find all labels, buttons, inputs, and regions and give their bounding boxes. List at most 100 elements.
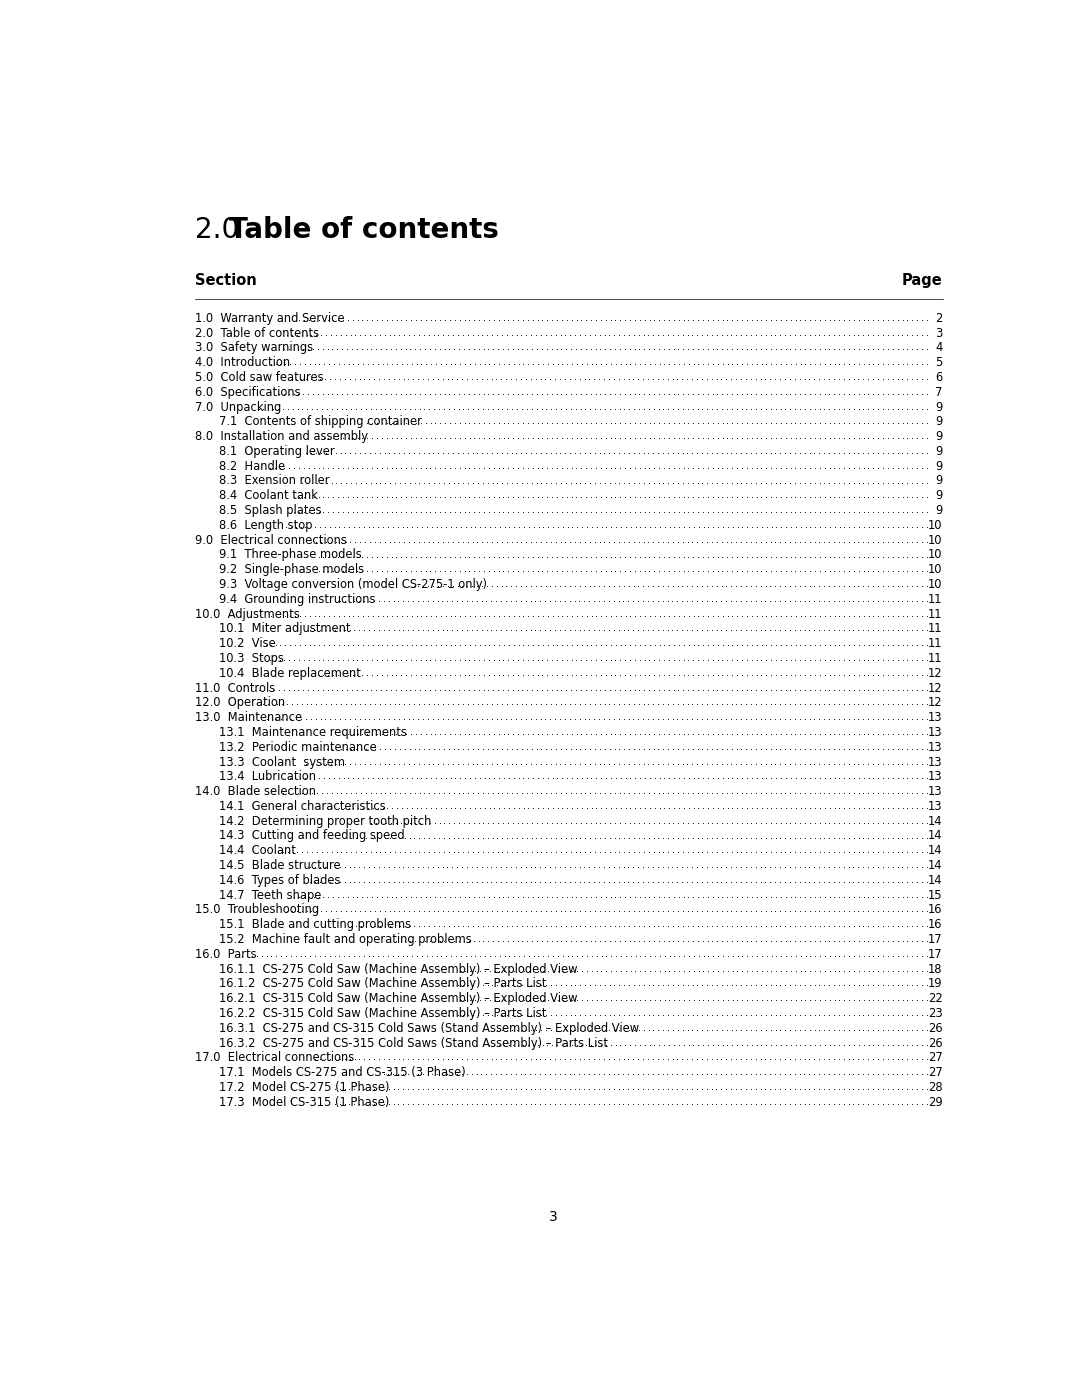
Text: 13: 13 xyxy=(928,726,943,739)
Text: 19: 19 xyxy=(928,978,943,990)
Text: 16.2.2  CS-315 Cold Saw (Machine Assembly) – Parts List: 16.2.2 CS-315 Cold Saw (Machine Assembly… xyxy=(218,1007,550,1020)
Text: 16.1.2  CS-275 Cold Saw (Machine Assembly) – Parts List: 16.1.2 CS-275 Cold Saw (Machine Assembly… xyxy=(218,978,550,990)
Text: 12: 12 xyxy=(928,696,943,710)
Text: 14.6  Types of blades: 14.6 Types of blades xyxy=(218,875,343,887)
Text: 14: 14 xyxy=(928,859,943,872)
Text: 17.1  Models CS-275 and CS-315 (3 Phase): 17.1 Models CS-275 and CS-315 (3 Phase) xyxy=(218,1066,465,1078)
Text: 15.0  Troubleshooting: 15.0 Troubleshooting xyxy=(195,904,323,916)
Text: 11.0  Controls: 11.0 Controls xyxy=(195,682,275,694)
Text: 17.0  Electrical connections: 17.0 Electrical connections xyxy=(195,1052,359,1065)
Text: 9: 9 xyxy=(935,430,943,443)
Text: 3.0  Safety warnings: 3.0 Safety warnings xyxy=(195,341,313,355)
Text: 11: 11 xyxy=(928,652,943,665)
Text: 12: 12 xyxy=(928,666,943,680)
Text: 1.0  Warranty and Service: 1.0 Warranty and Service xyxy=(195,312,345,324)
Text: 22: 22 xyxy=(928,992,943,1006)
Text: 17.2  Model CS-275 (1 Phase): 17.2 Model CS-275 (1 Phase) xyxy=(218,1081,389,1094)
Text: 10.4  Blade replacement: 10.4 Blade replacement xyxy=(218,666,364,680)
Text: 16.1.1  CS-275 Cold Saw (Machine Assembly) – Exploded View: 16.1.1 CS-275 Cold Saw (Machine Assembly… xyxy=(218,963,581,975)
Text: 14: 14 xyxy=(928,814,943,827)
Text: 8.1  Operating lever: 8.1 Operating lever xyxy=(218,444,338,458)
Text: 7: 7 xyxy=(935,386,943,398)
Text: 16.0  Parts: 16.0 Parts xyxy=(195,947,257,961)
Text: 13.3  Coolant  system: 13.3 Coolant system xyxy=(218,756,345,768)
Text: 13: 13 xyxy=(928,800,943,813)
Text: 13: 13 xyxy=(928,785,943,798)
Text: 13: 13 xyxy=(928,711,943,724)
Text: 16.3.1  CS-275 and CS-315 Cold Saws (Stand Assembly) – Exploded View: 16.3.1 CS-275 and CS-315 Cold Saws (Stan… xyxy=(218,1021,639,1035)
Text: 16.3.2  CS-275 and CS-315 Cold Saws (Stand Assembly) – Parts List: 16.3.2 CS-275 and CS-315 Cold Saws (Stan… xyxy=(218,1037,611,1049)
Text: 14: 14 xyxy=(928,844,943,858)
Text: 29: 29 xyxy=(928,1095,943,1109)
Text: 27: 27 xyxy=(928,1066,943,1078)
Text: 8.3  Exension roller: 8.3 Exension roller xyxy=(218,475,329,488)
Text: 10: 10 xyxy=(928,578,943,591)
Text: 23: 23 xyxy=(928,1007,943,1020)
Text: 17.3  Model CS-315 (1 Phase): 17.3 Model CS-315 (1 Phase) xyxy=(218,1095,389,1109)
Text: 18: 18 xyxy=(928,963,943,975)
Text: 8.4  Coolant tank: 8.4 Coolant tank xyxy=(218,489,321,503)
Text: 9: 9 xyxy=(935,444,943,458)
Text: 14.1  General characteristics: 14.1 General characteristics xyxy=(218,800,386,813)
Text: 10: 10 xyxy=(928,563,943,576)
Text: 27: 27 xyxy=(928,1052,943,1065)
Text: 14: 14 xyxy=(928,875,943,887)
Text: 2.0: 2.0 xyxy=(195,217,257,244)
Text: 16.2.1  CS-315 Cold Saw (Machine Assembly) – Exploded View: 16.2.1 CS-315 Cold Saw (Machine Assembly… xyxy=(218,992,581,1006)
Text: 10.0  Adjustments: 10.0 Adjustments xyxy=(195,608,303,620)
Text: 15: 15 xyxy=(928,888,943,901)
Text: 9: 9 xyxy=(935,504,943,517)
Text: 14.3  Cutting and feeding speed: 14.3 Cutting and feeding speed xyxy=(218,830,408,842)
Text: 26: 26 xyxy=(928,1021,943,1035)
Text: 13.1  Maintenance requirements: 13.1 Maintenance requirements xyxy=(218,726,406,739)
Text: 8.2  Handle: 8.2 Handle xyxy=(218,460,288,472)
Text: 10.3  Stops: 10.3 Stops xyxy=(218,652,287,665)
Text: 13.4  Lubrication: 13.4 Lubrication xyxy=(218,770,315,784)
Text: 12: 12 xyxy=(928,682,943,694)
Text: 3: 3 xyxy=(935,327,943,339)
Text: 4: 4 xyxy=(935,341,943,355)
Text: 9: 9 xyxy=(935,401,943,414)
Text: 6.0  Specifications: 6.0 Specifications xyxy=(195,386,305,398)
Text: 5: 5 xyxy=(935,356,943,369)
Text: 9: 9 xyxy=(935,475,943,488)
Text: 7.0  Unpacking: 7.0 Unpacking xyxy=(195,401,285,414)
Text: 8.0  Installation and assembly: 8.0 Installation and assembly xyxy=(195,430,372,443)
Text: 11: 11 xyxy=(928,637,943,650)
Text: 13.0  Maintenance: 13.0 Maintenance xyxy=(195,711,302,724)
Text: 13.2  Periodic maintenance: 13.2 Periodic maintenance xyxy=(218,740,377,754)
Text: Table of contents: Table of contents xyxy=(229,217,499,244)
Text: 13: 13 xyxy=(928,770,943,784)
Text: 9.2  Single-phase models: 9.2 Single-phase models xyxy=(218,563,364,576)
Text: 26: 26 xyxy=(928,1037,943,1049)
Text: 11: 11 xyxy=(928,608,943,620)
Text: 17: 17 xyxy=(928,947,943,961)
Text: 10: 10 xyxy=(928,549,943,562)
Text: 9: 9 xyxy=(935,489,943,503)
Text: 7.1  Contents of shipping container: 7.1 Contents of shipping container xyxy=(218,415,426,429)
Text: 16: 16 xyxy=(928,918,943,932)
Text: 15.1  Blade and cutting problems: 15.1 Blade and cutting problems xyxy=(218,918,410,932)
Text: 16: 16 xyxy=(928,904,943,916)
Text: 9.1  Three-phase models: 9.1 Three-phase models xyxy=(218,549,365,562)
Text: 13: 13 xyxy=(928,740,943,754)
Text: 9.3  Voltage conversion (model CS-275-1 only): 9.3 Voltage conversion (model CS-275-1 o… xyxy=(218,578,487,591)
Text: 14: 14 xyxy=(928,830,943,842)
Text: 12.0  Operation: 12.0 Operation xyxy=(195,696,289,710)
Text: 9: 9 xyxy=(935,460,943,472)
Text: 10: 10 xyxy=(928,534,943,546)
Text: 14.7  Teeth shape: 14.7 Teeth shape xyxy=(218,888,325,901)
Text: 14.2  Determining proper tooth pitch: 14.2 Determining proper tooth pitch xyxy=(218,814,434,827)
Text: 4.0  Introduction: 4.0 Introduction xyxy=(195,356,294,369)
Text: Page: Page xyxy=(902,272,943,288)
Text: 14.0  Blade selection: 14.0 Blade selection xyxy=(195,785,316,798)
Text: 10: 10 xyxy=(928,518,943,532)
Text: 6: 6 xyxy=(935,372,943,384)
Text: 9: 9 xyxy=(935,415,943,429)
Text: 3: 3 xyxy=(549,1210,558,1224)
Text: 15.2  Machine fault and operating problems: 15.2 Machine fault and operating problem… xyxy=(218,933,475,946)
Text: 5.0  Cold saw features: 5.0 Cold saw features xyxy=(195,372,327,384)
Text: 2: 2 xyxy=(935,312,943,324)
Text: 14.4  Coolant: 14.4 Coolant xyxy=(218,844,299,858)
Text: 9.4  Grounding instructions: 9.4 Grounding instructions xyxy=(218,592,379,606)
